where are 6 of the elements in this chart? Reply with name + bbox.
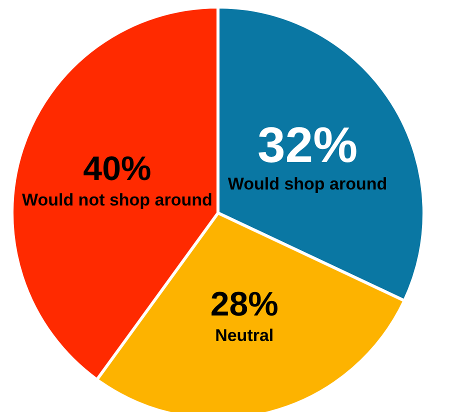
slice-label: Would not shop around <box>22 190 212 210</box>
slice-label: Would shop around <box>228 174 388 194</box>
data-label: 40% <box>83 150 152 188</box>
data-label: 32% <box>257 117 358 174</box>
slice-label: Neutral <box>215 326 274 346</box>
data-label: 28% <box>210 286 278 324</box>
